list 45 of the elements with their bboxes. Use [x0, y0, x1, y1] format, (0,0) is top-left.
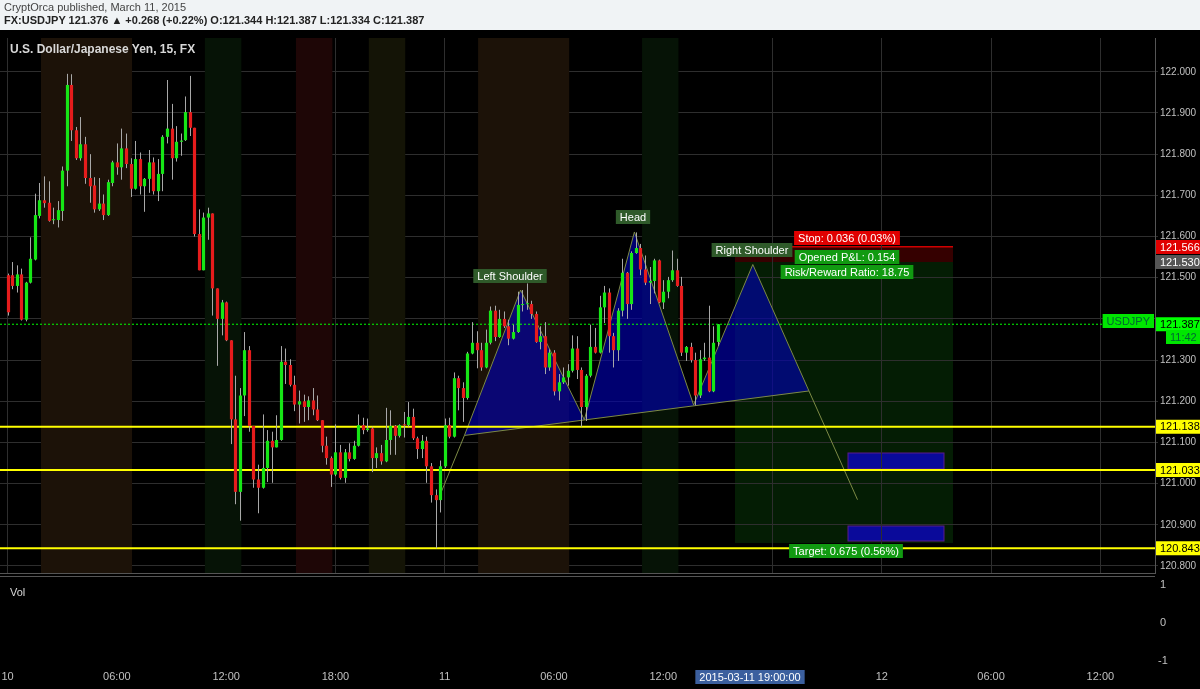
- y-tick-label: 121.100: [1160, 436, 1197, 448]
- x-tick-label: 06:00: [103, 670, 131, 683]
- x-tick-label: 12: [875, 670, 888, 683]
- text: -1: [1158, 653, 1168, 666]
- y-tick-label: 121.600: [1160, 230, 1197, 242]
- chart-title: U.S. Dollar/Japanese Yen, 15, FX: [10, 42, 196, 57]
- text: 121.530: [1160, 255, 1200, 268]
- y-tick-label: 121.300: [1160, 353, 1197, 365]
- y-tick-label: 120.900: [1160, 518, 1197, 530]
- text: 121.566: [1160, 240, 1200, 253]
- x-tick-label: 06:00: [540, 670, 568, 683]
- x-tick-label: 18:00: [321, 670, 350, 683]
- x-tick-label: 12:00: [649, 670, 678, 683]
- text: 0: [1160, 615, 1167, 628]
- x-tick-label: 12:00: [1086, 670, 1115, 683]
- annotation: Stop: 0.036 (0.03%): [798, 231, 896, 244]
- y-tick-label: 121.800: [1160, 147, 1197, 159]
- annotation: Left Shoulder: [477, 269, 544, 282]
- x-tick-label: 10: [1, 670, 14, 683]
- y-tick-label: 121.000: [1160, 477, 1197, 489]
- text: FX:USDJPY 121.376 ▲ +0.268 (+0.22%) O:121.344 H:121.387 L:121.334 C:121.387: [4, 14, 425, 27]
- y-tick-label: 120.800: [1160, 559, 1197, 571]
- x-tick-label: 12:00: [212, 670, 240, 683]
- y-tick-label: 121.200: [1160, 395, 1197, 407]
- ref-line-label: 121.138: [1160, 420, 1200, 433]
- ref-line-label: 121.033: [1160, 463, 1200, 476]
- annotation: Target: 0.675 (0.56%): [793, 544, 899, 557]
- text: CryptOrca published, March 11, 2015: [4, 1, 187, 14]
- x-tick-label: 06:00: [977, 670, 1005, 683]
- y-tick-label: 122.000: [1160, 65, 1197, 77]
- text: 2015-03-11 19:00:00: [699, 670, 801, 683]
- y-tick-label: 121.700: [1160, 189, 1197, 201]
- annotation: Opened P&L: 0.154: [798, 250, 896, 263]
- ref-line-label: 120.843: [1160, 541, 1200, 554]
- ref-line-label: 121.387: [1160, 317, 1200, 330]
- text: 1: [1160, 577, 1167, 590]
- text: 11:42: [1170, 330, 1197, 343]
- text: Vol: [10, 585, 26, 598]
- x-tick-label: 11: [438, 670, 451, 683]
- annotation: USDJPY: [1106, 314, 1151, 327]
- annotation: Head: [619, 210, 647, 223]
- y-tick-label: 121.500: [1160, 271, 1197, 283]
- annotation: Risk/Reward Ratio: 18.75: [784, 265, 910, 278]
- annotation: Right Shoulder: [715, 243, 789, 256]
- y-tick-label: 121.900: [1160, 106, 1197, 118]
